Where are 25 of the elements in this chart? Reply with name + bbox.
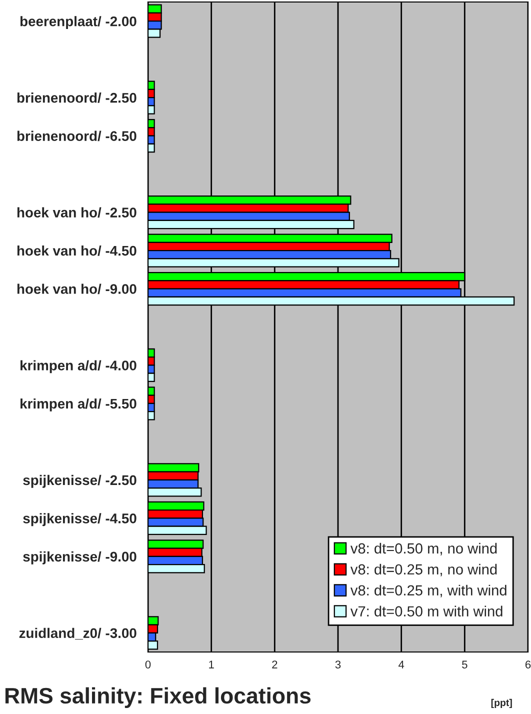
x-tick-label: 0 xyxy=(145,660,151,668)
x-axis-title: [ppt] xyxy=(491,698,512,708)
y-tick-label: krimpen a/d/ -5.50 xyxy=(20,398,136,412)
y-tick-label: krimpen a/d/ -4.00 xyxy=(20,360,136,374)
y-tick-label: spijkenisse/ -9.00 xyxy=(23,551,136,564)
y-tick-label: hoek van ho/ -2.50 xyxy=(17,207,136,218)
x-tick-label: 2 xyxy=(272,660,278,668)
y-tick-label: spijkenisse/ -4.50 xyxy=(23,513,136,526)
x-tick-label: 4 xyxy=(398,660,404,668)
y-tick-label: zuidland_z0/ -3.00 xyxy=(19,628,136,640)
legend-label: v8: dt=0.25 m, no wind xyxy=(350,564,497,576)
legend-label: v7: dt=0.50 m with wind xyxy=(350,606,502,616)
y-tick-label: spijkenisse/ -2.50 xyxy=(23,474,136,488)
x-tick-label: 6 xyxy=(525,660,531,668)
x-tick-label: 3 xyxy=(335,660,341,668)
y-tick-label: brienenoord/ -2.50 xyxy=(17,92,136,103)
legend-label: v8: dt=0.50 m, no wind xyxy=(350,542,497,556)
x-tick-label: 1 xyxy=(209,660,214,668)
y-tick-label: beerenplaat/ -2.00 xyxy=(20,16,136,30)
y-tick-label: hoek van ho/ -9.00 xyxy=(17,284,136,294)
legend-label: v8: dt=0.25 m, with wind xyxy=(350,584,506,598)
y-tick-label: brienenoord/ -6.50 xyxy=(17,130,136,142)
text: RMS salinity: Fixed locations xyxy=(5,687,311,708)
x-tick-label: 5 xyxy=(462,660,468,668)
y-tick-label: hoek van ho/ -4.50 xyxy=(17,245,136,256)
